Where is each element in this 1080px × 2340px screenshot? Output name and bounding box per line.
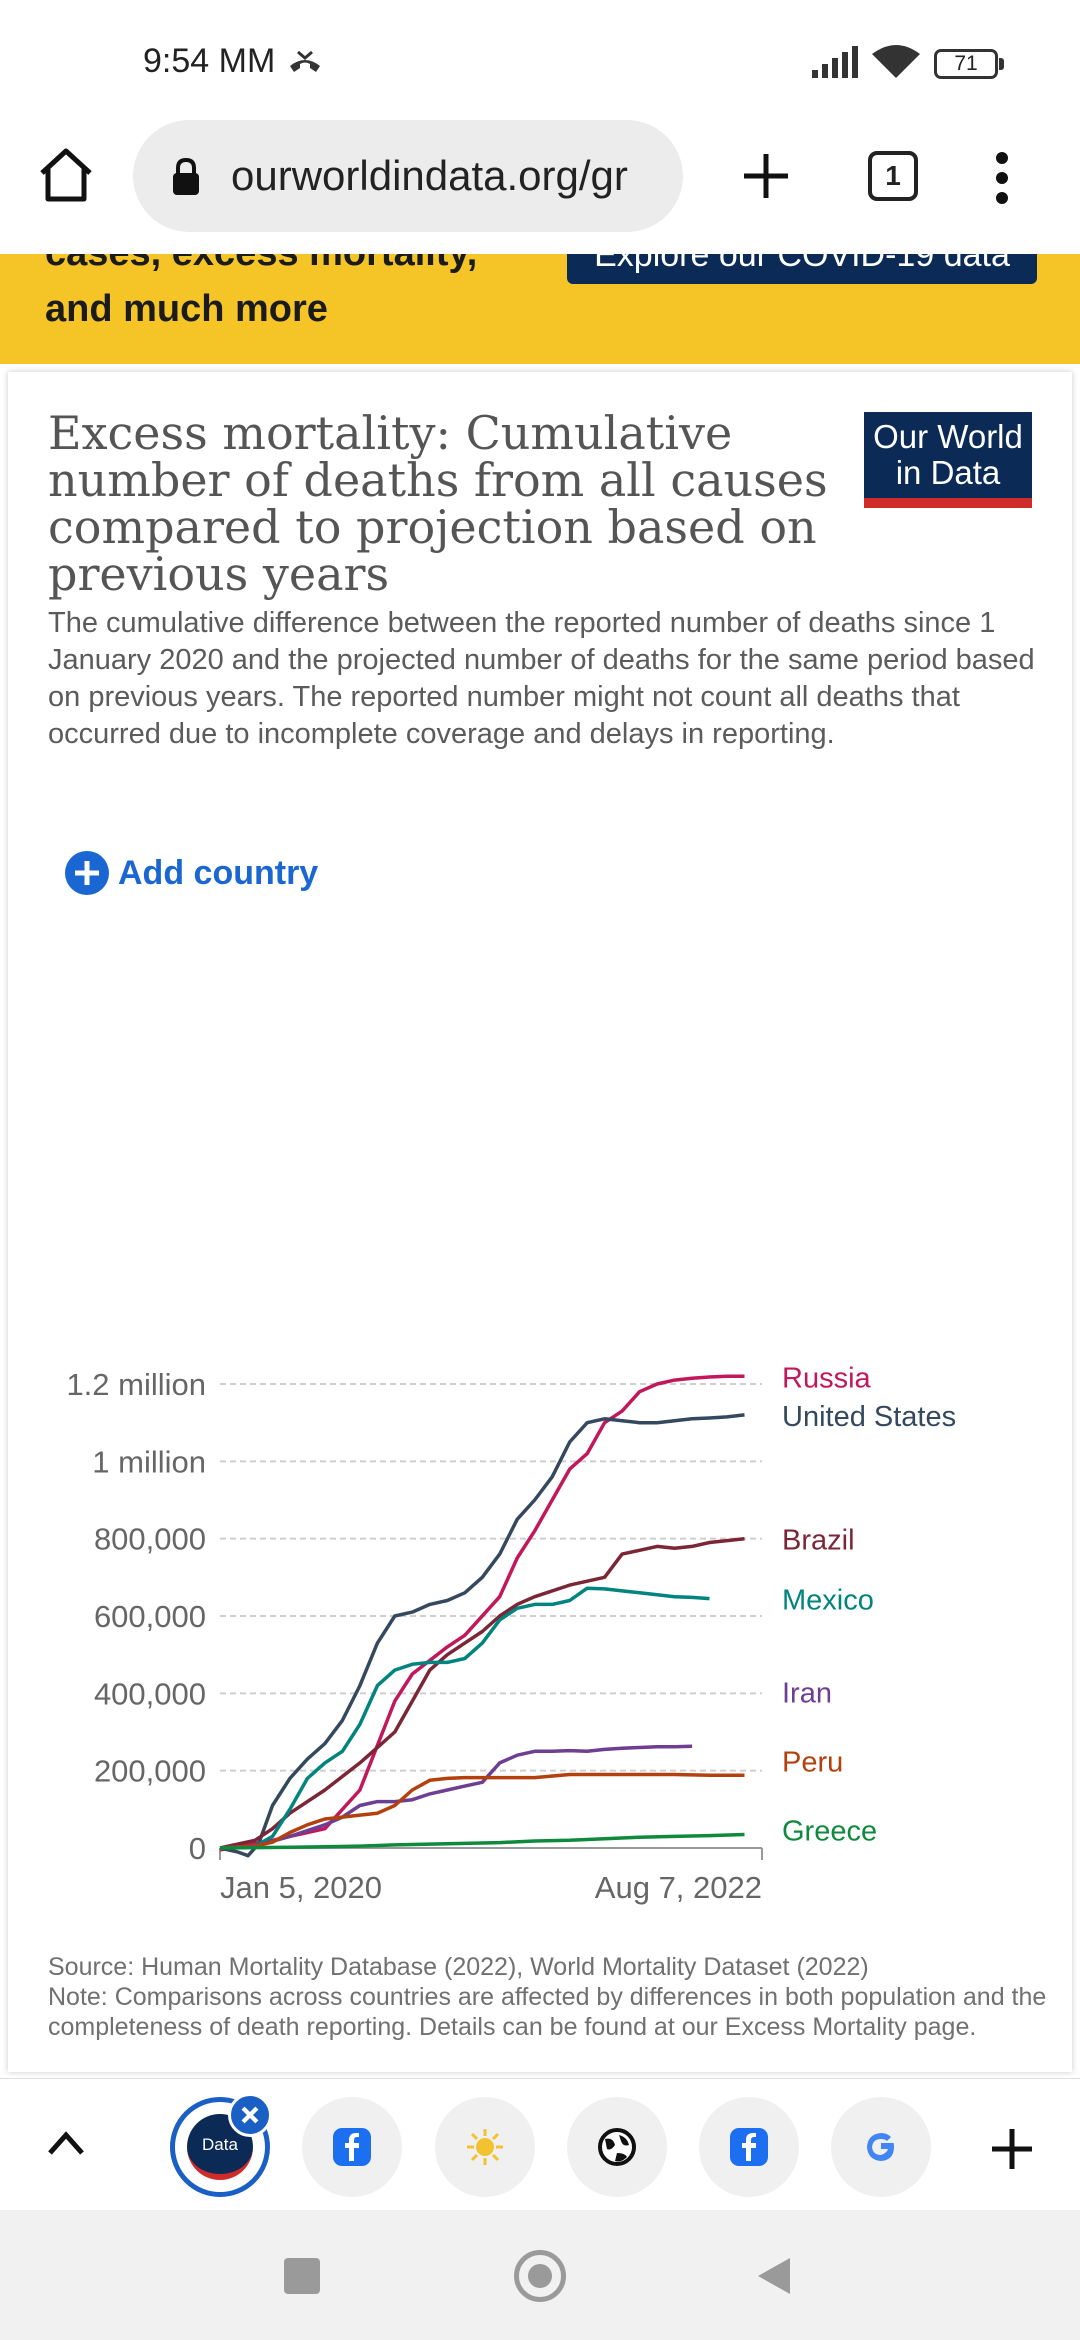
chevron-up-icon[interactable]: [44, 2125, 88, 2161]
plus-icon[interactable]: [738, 148, 794, 204]
series-label-brazil: Brazil: [782, 1525, 855, 1557]
battery-tip: [999, 58, 1004, 70]
home-icon[interactable]: [36, 145, 96, 205]
url-text: ourworldindata.org/gr: [231, 152, 628, 199]
series-line-brazil: [219, 1536, 745, 1850]
tab-thumb-sun[interactable]: [435, 2097, 535, 2197]
system-nav-bar: [0, 2210, 1080, 2340]
y-tick-label: 1.2 million: [66, 1367, 206, 1402]
series-label-greece: Greece: [782, 1815, 877, 1847]
tab-thumb-facebook-2[interactable]: [699, 2097, 799, 2197]
series-label-russia: Russia: [782, 1362, 872, 1394]
y-tick-label: 800,000: [94, 1522, 206, 1557]
series-layer: [219, 1374, 745, 1858]
status-bar: 9:54 MM 71: [0, 0, 1080, 120]
series-line-greece: [219, 1832, 745, 1850]
close-icon[interactable]: [228, 2093, 272, 2137]
facebook-icon: [730, 2128, 768, 2166]
google-icon: [867, 2133, 894, 2161]
x-tick-label: Jan 5, 2020: [220, 1870, 382, 1905]
y-tick-label: 600,000: [94, 1599, 206, 1634]
series-label-united_states: United States: [782, 1401, 956, 1433]
grid-layer: [220, 1383, 762, 1772]
more-menu-icon[interactable]: [990, 150, 1014, 206]
banner-partial-text: cases, excess mortality,: [45, 254, 477, 275]
tab-strip: Data: [0, 2078, 1080, 2210]
missed-call-icon: [290, 50, 320, 72]
series-label-peru: Peru: [782, 1746, 843, 1778]
globe-icon: [598, 2128, 636, 2166]
logo-line-2: in Data: [895, 454, 1001, 491]
facebook-icon: [333, 2128, 371, 2166]
y-tick-label: 400,000: [94, 1676, 206, 1711]
owid-logo[interactable]: Our World in Data: [864, 412, 1032, 508]
browser-toolbar: ourworldindata.org/gr 1: [0, 120, 1080, 250]
address-bar[interactable]: ourworldindata.org/gr: [133, 120, 683, 232]
series-label-mexico: Mexico: [782, 1585, 874, 1617]
chart-title: Excess mortality: Cumulative number of d…: [48, 406, 828, 601]
tab-active-label: Data: [187, 2114, 253, 2180]
y-tick-label: 200,000: [94, 1754, 206, 1789]
chart-area: 0 200,000 400,000 600,000 800,000 1 million 1.…: [66, 1362, 956, 1905]
tab-switcher-button[interactable]: 1: [868, 151, 918, 201]
series-line-mexico: [219, 1586, 710, 1850]
logo-bar: [864, 498, 1032, 508]
series-label-iran: Iran: [782, 1677, 832, 1709]
battery-indicator: 71: [934, 49, 998, 79]
add-circle-icon: [65, 851, 109, 895]
home-nav-dot: [528, 2264, 552, 2288]
source-note-text: Source: Human Mortality Database (2022),…: [48, 1953, 1047, 2041]
chart-card: Excess mortality: Cumulative number of d…: [8, 372, 1072, 2072]
series-line-united_states: [219, 1413, 745, 1858]
sun-icon: [467, 2129, 503, 2165]
tab-thumb-google[interactable]: [831, 2097, 931, 2197]
add-country-button[interactable]: Add country: [64, 848, 318, 898]
series-line-russia: [219, 1374, 745, 1852]
y-tick-label: 0: [189, 1831, 206, 1866]
status-time: 9:54 MM: [143, 42, 276, 80]
back-icon[interactable]: [756, 2256, 792, 2296]
signal-icon: [812, 46, 858, 78]
axis-layer: 0 200,000 400,000 600,000 800,000 1 million 1.…: [66, 1367, 763, 1905]
explore-covid-button[interactable]: Explore our COVID-19 data: [567, 254, 1037, 284]
tab-thumb-globe[interactable]: [567, 2097, 667, 2197]
logo-line-1: Our World: [873, 418, 1023, 455]
source-note: Source: Human Mortality Database (2022),…: [48, 1952, 1048, 2042]
x-tick-label: Aug 7, 2022: [595, 1870, 762, 1905]
banner-text: and much more: [45, 288, 328, 330]
label-layer: Russia United States Brazil Mexico Iran Peru G…: [782, 1362, 956, 1847]
plus-icon[interactable]: [990, 2127, 1034, 2171]
covid-banner: cases, excess mortality, and much more E…: [0, 254, 1080, 364]
add-country-label: Add country: [118, 853, 319, 892]
recents-icon[interactable]: [284, 2258, 320, 2294]
wifi-icon: [872, 45, 920, 78]
chart-subtitle: The cumulative difference between the re…: [48, 607, 1035, 750]
tab-thumb-facebook-1[interactable]: [302, 2097, 402, 2197]
series-line-peru: [219, 1772, 745, 1850]
y-tick-label: 1 million: [92, 1444, 206, 1479]
home-nav-icon[interactable]: [514, 2250, 566, 2302]
lock-icon: [173, 158, 199, 195]
